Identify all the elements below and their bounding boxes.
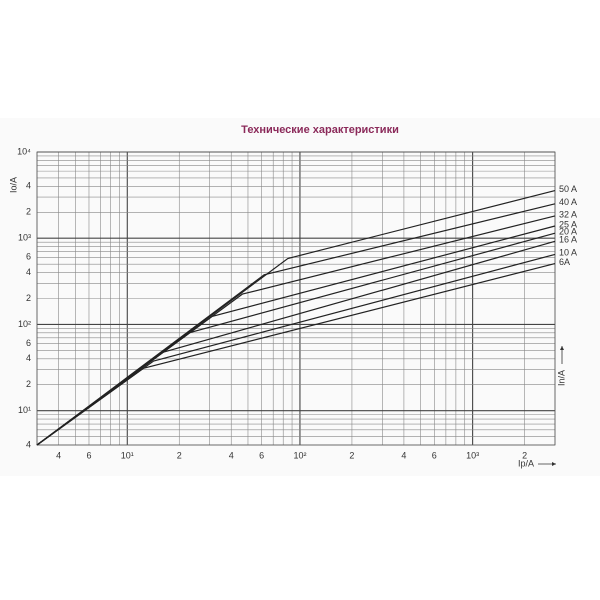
y-tick-label: 2 (26, 293, 31, 303)
x-arrow-head (552, 462, 556, 466)
y-tick-label: 10³ (18, 233, 31, 243)
y-tick-label: 4 (26, 267, 31, 277)
x-tick-label: 6 (432, 450, 437, 460)
y-tick-label: 10² (18, 319, 31, 329)
x-axis-label: Ip/A (518, 458, 534, 468)
x-tick-label: 2 (522, 450, 527, 460)
series-label: 10 A (559, 248, 577, 258)
y-tick-label: 6 (26, 338, 31, 348)
x-tick-label: 6 (259, 450, 264, 460)
series-label: 32 A (559, 209, 577, 219)
y-tick-label: 4 (26, 439, 31, 449)
series-label: 40 A (559, 197, 577, 207)
right-axis-label: In/A (556, 370, 566, 386)
series-label: 20 A (559, 227, 577, 237)
y-tick-label: 4 (26, 181, 31, 191)
series-label: 16 A (559, 235, 577, 245)
x-tick-label: 2 (349, 450, 354, 460)
x-tick-label: 4 (401, 450, 406, 460)
y-tick-label: 6 (26, 252, 31, 262)
y-tick-label: 10⁴ (17, 146, 31, 156)
right-arrow-head (560, 346, 564, 350)
y-tick-label: 2 (26, 379, 31, 389)
x-tick-label: 4 (229, 450, 234, 460)
series-label: 50 A (559, 184, 577, 194)
x-tick-label: 10¹ (121, 450, 134, 460)
x-tick-label: 10² (293, 450, 306, 460)
y-axis-label: Io/A (8, 177, 18, 193)
x-tick-label: 6 (86, 450, 91, 460)
plot-frame (36, 151, 556, 446)
y-tick-label: 2 (26, 207, 31, 217)
chart-title: Технические характеристики (241, 124, 399, 136)
series-line (36, 263, 556, 446)
x-tick-label: 10³ (466, 450, 479, 460)
x-tick-label: 2 (177, 450, 182, 460)
series-line (36, 240, 556, 446)
x-tick-label: 4 (56, 450, 61, 460)
y-tick-label: 10¹ (18, 405, 31, 415)
y-tick-label: 4 (26, 353, 31, 363)
series-label: 25 A (559, 219, 577, 229)
series-label: 6A (559, 257, 570, 267)
